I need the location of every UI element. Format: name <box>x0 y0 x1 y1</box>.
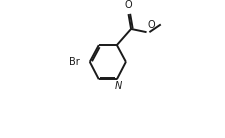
Text: N: N <box>114 81 122 91</box>
Text: O: O <box>146 20 154 30</box>
Text: O: O <box>124 0 132 10</box>
Text: Br: Br <box>69 57 80 67</box>
